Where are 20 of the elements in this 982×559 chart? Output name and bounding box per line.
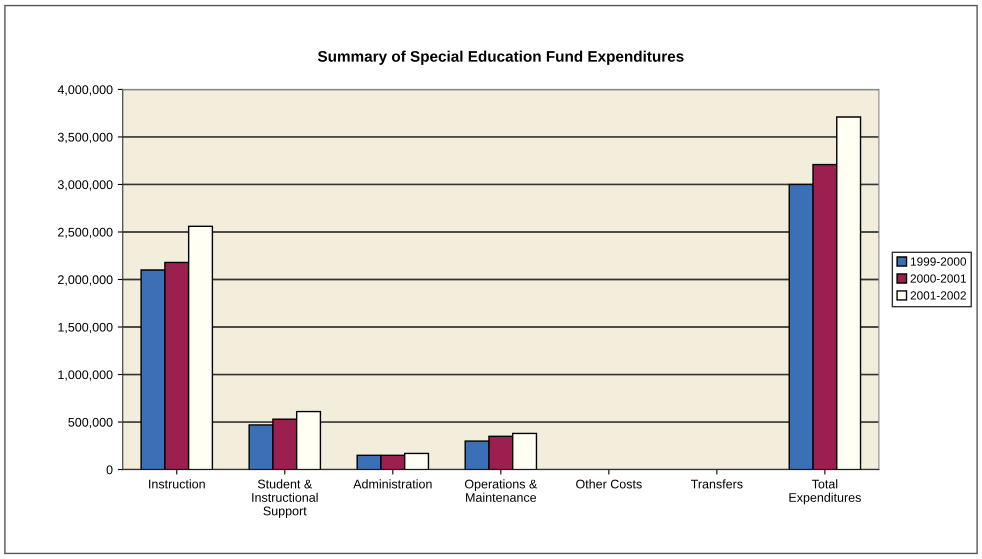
x-tick-label: Administration	[353, 479, 432, 488]
x-tick-label: Instruction	[149, 479, 205, 488]
y-tick-label: 500,000	[68, 418, 113, 428]
x-tick-label: Operations & Maintenance	[464, 479, 538, 502]
y-tick-label: 2,000,000	[58, 275, 113, 286]
chart-title: Summary of Special Education Fund Expenditures	[318, 50, 684, 65]
x-tick-label: Transfers	[690, 479, 743, 488]
legend-label: 2000-2001	[910, 274, 966, 283]
y-tick-label: 4,000,000	[58, 85, 113, 96]
x-tick-label: Other Costs	[576, 479, 642, 488]
y-tick-label: 1,000,000	[58, 370, 113, 381]
y-tick-label: 3,500,000	[58, 132, 113, 144]
y-tick-label: 1,500,000	[58, 322, 113, 334]
y-tick-label: 0	[106, 465, 113, 474]
x-tick-label: Student & Instructional Support	[252, 479, 318, 518]
legend-label: 1999-2000	[910, 257, 966, 266]
y-tick-label: 3,000,000	[58, 180, 113, 191]
x-tick-label: Total Expenditures	[789, 479, 861, 504]
legend-label: 2001-2002	[910, 291, 966, 300]
y-tick-label: 2,500,000	[58, 228, 113, 238]
